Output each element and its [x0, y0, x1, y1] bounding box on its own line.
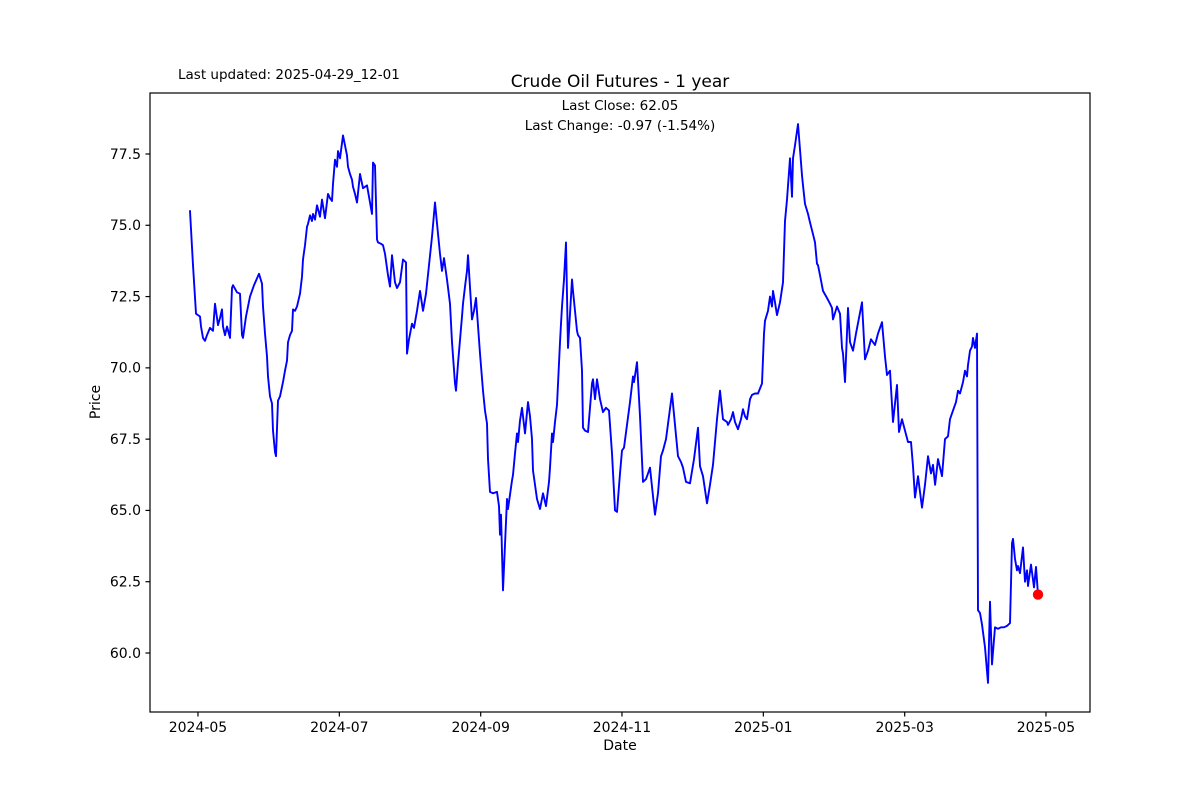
x-tick-label: 2024-05: [169, 720, 228, 736]
x-axis-label: Date: [603, 738, 637, 754]
x-tick-label: 2025-03: [875, 720, 934, 736]
chart-title: Crude Oil Futures - 1 year: [510, 72, 730, 92]
x-tick-label: 2025-05: [1017, 720, 1076, 736]
annotation-last-change: Last Change: -0.97 (-1.54%): [524, 118, 716, 134]
last-point-marker: [1032, 589, 1044, 600]
y-tick-label: 75.0: [110, 218, 141, 234]
y-axis-label: Price: [88, 384, 104, 420]
axes-frame: [149, 92, 1091, 713]
annotation-last-close: Last Close: 62.05: [561, 98, 679, 114]
y-tick-label: 60.0: [110, 646, 141, 662]
y-tick-label: 65.0: [110, 503, 141, 519]
y-tick-label: 62.5: [110, 575, 141, 591]
y-tick-label: 72.5: [110, 289, 141, 305]
annotation-block: Last Close: 62.05 Last Change: -0.97 (-1…: [150, 96, 1090, 136]
y-tick-label: 70.0: [110, 361, 141, 377]
x-tick-label: 2024-11: [593, 720, 652, 736]
x-tick-label: 2024-07: [310, 720, 369, 736]
price-line: [189, 123, 1039, 684]
y-tick-label: 67.5: [110, 432, 141, 448]
y-tick-label: 77.5: [110, 147, 141, 163]
last-updated-note: Last updated: 2025-04-29_12-01: [178, 67, 400, 83]
x-tick-label: 2024-09: [451, 720, 510, 736]
x-tick-label: 2025-01: [734, 720, 793, 736]
